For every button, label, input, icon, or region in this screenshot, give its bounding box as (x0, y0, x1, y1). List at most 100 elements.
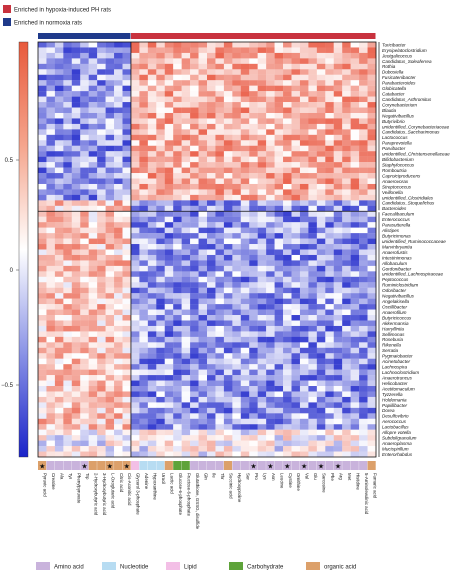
heatmap-cell (97, 91, 106, 97)
heatmap-cell (198, 222, 208, 228)
heatmap-cell (350, 413, 360, 419)
heatmap-cell (274, 47, 284, 54)
column-category-cell (181, 461, 190, 470)
heatmap-cell (190, 424, 199, 430)
heatmap-cell (147, 107, 157, 114)
heatmap-cell (240, 194, 250, 201)
heatmap-cell (249, 112, 258, 119)
heatmap-cell (299, 282, 309, 288)
heatmap-cell (139, 396, 148, 403)
heatmap-cell (164, 254, 174, 261)
heatmap-cell (342, 140, 351, 146)
heatmap-cell (198, 129, 208, 135)
heatmap-cell (130, 102, 140, 108)
heatmap-cell (240, 380, 250, 387)
heatmap-cell (38, 233, 47, 239)
row-label: Mucispirillum (382, 446, 409, 451)
heatmap-cell (105, 145, 115, 152)
heatmap-cell (173, 282, 182, 288)
heatmap-cell (291, 424, 301, 430)
heatmap-cell (299, 205, 309, 212)
heatmap-cell (215, 331, 225, 338)
heatmap-cell (54, 402, 64, 408)
heatmap-cell (367, 446, 377, 452)
heatmap-cell (359, 80, 368, 86)
heatmap-cell (283, 96, 292, 103)
heatmap-cell (156, 353, 165, 359)
heatmap-cell (80, 58, 89, 64)
heatmap-cell (139, 380, 148, 387)
heatmap-cell (156, 85, 165, 92)
heatmap-cell (207, 118, 216, 125)
heatmap-cell (164, 216, 174, 223)
heatmap-cell (257, 429, 267, 436)
heatmap-cell (359, 178, 368, 185)
heatmap-cell (291, 200, 301, 206)
heatmap-cell (291, 375, 301, 381)
heatmap-cell (181, 129, 191, 135)
heatmap-cell (283, 123, 292, 130)
heatmap-cell (316, 320, 326, 327)
heatmap-cell (308, 249, 317, 256)
heatmap-cell (130, 320, 140, 327)
heatmap-cell (173, 238, 182, 245)
heatmap-cell (38, 249, 47, 256)
heatmap-cell (71, 96, 81, 103)
heatmap-cell (105, 276, 115, 283)
heatmap-cell (291, 178, 301, 185)
heatmap-cell (207, 189, 216, 196)
heatmap-cell (257, 271, 267, 277)
heatmap-cell (71, 69, 81, 75)
heatmap-cell (232, 331, 241, 338)
heatmap-cell (215, 407, 225, 414)
heatmap-cell (299, 216, 309, 223)
heatmap-cell (232, 380, 241, 387)
heatmap-cell (223, 418, 233, 425)
heatmap-cell (215, 347, 225, 354)
heatmap-cell (325, 293, 334, 299)
heatmap-cell (38, 211, 47, 217)
heatmap-cell (283, 364, 292, 370)
heatmap-cell (46, 451, 56, 458)
heatmap-cell (190, 304, 199, 310)
heatmap-cell (350, 446, 360, 452)
heatmap-cell (316, 42, 326, 48)
legend-label-organic-acid: organic acid (324, 565, 356, 571)
heatmap-cell (97, 233, 106, 239)
heatmap-cell (316, 353, 326, 359)
heatmap-cell (156, 380, 165, 387)
heatmap-cell (105, 244, 115, 250)
heatmap-cell (274, 309, 284, 316)
heatmap-cell (316, 358, 326, 365)
heatmap-cell (283, 276, 292, 283)
heatmap-cell (198, 167, 208, 174)
heatmap-cell (274, 151, 284, 157)
colorbar-tick-low: −0.5 (1, 383, 14, 389)
heatmap-cell (122, 271, 132, 277)
heatmap-cell (249, 183, 258, 190)
heatmap-cell (266, 254, 275, 261)
heatmap-cell (105, 96, 115, 103)
heatmap-cell (207, 435, 216, 441)
heatmap-cell (266, 276, 275, 283)
heatmap-cell (367, 418, 377, 425)
heatmap-cell (299, 429, 309, 436)
heatmap-cell (122, 205, 132, 212)
heatmap-cell (283, 249, 292, 256)
heatmap-cell (97, 451, 106, 458)
heatmap-cell (299, 386, 309, 392)
heatmap-cell (71, 238, 81, 245)
heatmap-cell (308, 309, 317, 316)
heatmap-cell (291, 96, 301, 103)
heatmap-cell (130, 96, 140, 103)
heatmap-cell (38, 134, 47, 141)
heatmap-cell (207, 249, 216, 256)
heatmap-cell (54, 145, 64, 152)
heatmap-cell (274, 358, 284, 365)
heatmap-cell (325, 364, 334, 370)
heatmap-cell (147, 342, 157, 348)
heatmap-cell (164, 276, 174, 283)
heatmap-cell (147, 260, 157, 267)
heatmap-cell (190, 254, 199, 261)
heatmap-cell (63, 440, 72, 447)
